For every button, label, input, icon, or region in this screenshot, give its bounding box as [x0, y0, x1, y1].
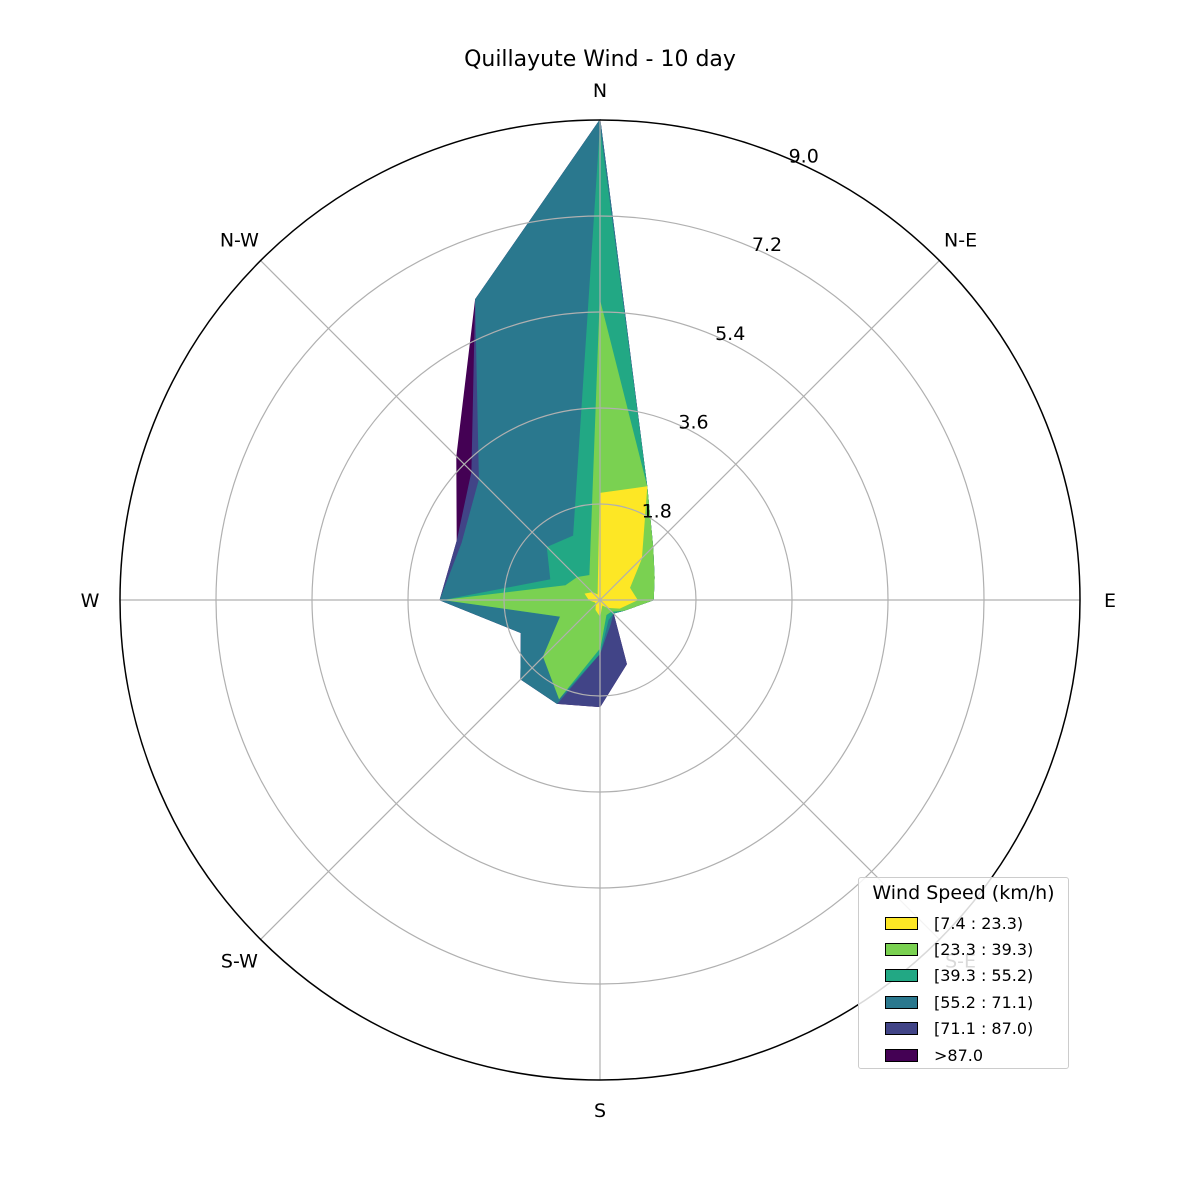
direction-label-s-w: S-W	[221, 951, 258, 973]
legend-item-1: [7.4 : 23.3)	[867, 910, 1060, 936]
direction-label-s: S	[594, 1100, 606, 1122]
radial-tick-label-1: 1.8	[642, 500, 672, 522]
legend-swatch	[885, 969, 918, 983]
radial-tick-label-5: 9.0	[789, 146, 819, 168]
chart-title: Quillayute Wind - 10 day	[464, 47, 736, 72]
legend-title: Wind Speed (km/h)	[872, 882, 1055, 904]
legend-label: [23.3 : 39.3)	[934, 940, 1034, 960]
direction-label-n-e: N-E	[944, 229, 977, 251]
legend-swatch	[885, 1048, 918, 1062]
petals-layer	[439, 118, 655, 708]
radial-tick-label-4: 7.2	[752, 234, 782, 256]
legend-item-4: [55.2 : 71.1)	[867, 989, 1060, 1015]
legend-label: [71.1 : 87.0)	[934, 1019, 1034, 1039]
legend-item-5: [71.1 : 87.0)	[867, 1016, 1060, 1042]
legend-items: [7.4 : 23.3) [23.3 : 39.3) [39.3 : 55.2) [5…	[867, 910, 1060, 1068]
direction-label-n-w: N-W	[220, 229, 259, 251]
legend-swatch	[885, 1022, 918, 1036]
radial-tick-labels: 1.8 3.6 5.4 7.2 9.0	[642, 146, 819, 523]
legend-label: [39.3 : 55.2)	[934, 966, 1034, 986]
legend-item-3: [39.3 : 55.2)	[867, 963, 1060, 989]
legend-swatch	[885, 943, 918, 957]
grid-spoke-6	[260, 599, 601, 940]
legend-item-2: [23.3 : 39.3)	[867, 936, 1060, 962]
legend-label: [55.2 : 71.1)	[934, 992, 1034, 1012]
legend: Wind Speed (km/h) [7.4 : 23.3) [23.3 : 39…	[858, 877, 1069, 1069]
legend-item-6: >87.0	[867, 1042, 1060, 1068]
radial-tick-label-3: 5.4	[715, 323, 745, 345]
direction-label-e: E	[1104, 590, 1116, 612]
legend-label: >87.0	[934, 1045, 984, 1065]
direction-label-w: W	[81, 590, 100, 612]
grid-spoke-2	[599, 260, 940, 601]
legend-label: [7.4 : 23.3)	[934, 913, 1024, 933]
outer-frame	[119, 119, 1081, 1081]
direction-label-n: N	[593, 80, 607, 102]
legend-swatch	[885, 995, 918, 1009]
grid-layer	[120, 120, 1080, 1080]
radial-tick-label-2: 3.6	[678, 412, 708, 434]
grid-spoke-8	[260, 260, 601, 601]
legend-swatch	[885, 916, 918, 930]
